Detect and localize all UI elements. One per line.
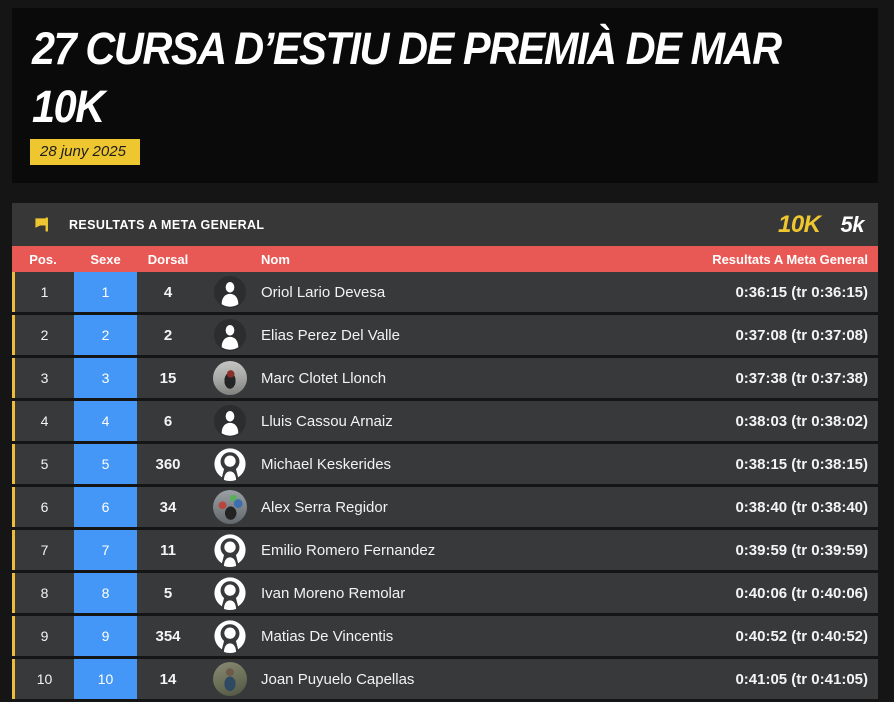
finish-time-cell: 0:39:59 (tr 0:39:59)	[735, 541, 868, 559]
sex-rank-cell: 3	[74, 358, 137, 398]
avatar	[199, 361, 261, 395]
event-date-badge: 28 juny 2025	[30, 139, 140, 165]
bib-number-cell: 34	[159, 498, 177, 516]
position-cell: 6	[40, 499, 49, 515]
section-title: RESULTATS A META GENERAL	[69, 217, 265, 232]
position-cell: 2	[40, 327, 49, 343]
col-header-result: Resultats A Meta General	[712, 251, 868, 267]
tab-5k[interactable]: 5k	[840, 211, 865, 237]
avatar	[199, 318, 261, 352]
table-row[interactable]: 8 8 5 Ivan Moreno Remolar 0:40:06 (tr 0:…	[12, 573, 878, 613]
page-title: 27 CURSA D’ESTIU DE PREMIÀ DE MAR 10K	[32, 20, 810, 136]
sex-rank-cell: 1	[74, 272, 137, 312]
person-silhouette-icon	[214, 620, 246, 653]
avatar	[199, 662, 261, 696]
avatar	[199, 490, 261, 524]
col-header-sex: Sexe	[90, 251, 121, 267]
finish-time-cell: 0:38:03 (tr 0:38:02)	[735, 412, 868, 430]
sex-rank-cell: 6	[74, 487, 137, 527]
col-header-name: Nom	[261, 251, 290, 267]
col-header-position: Pos.	[29, 251, 57, 267]
person-silhouette-icon	[214, 577, 246, 610]
avatar	[199, 576, 261, 610]
runner-name: Oriol Lario Devesa	[261, 283, 386, 301]
table-row[interactable]: 3 3 15 Marc Clotet Llonch 0:37:38 (tr 0:…	[12, 358, 878, 398]
bib-number-cell: 2	[163, 326, 173, 344]
runner-name: Lluis Cassou Arnaiz	[261, 412, 393, 430]
position-cell: 8	[40, 585, 49, 601]
page-title-line1: 27 CURSA D’ESTIU DE PREMIÀ DE MAR	[32, 23, 782, 74]
person-silhouette-icon	[214, 448, 246, 481]
tab-10k[interactable]: 10K	[777, 210, 821, 238]
runner-photo	[213, 361, 247, 395]
finish-time-cell: 0:37:38 (tr 0:37:38)	[735, 369, 868, 387]
avatar	[199, 533, 261, 567]
finish-time-cell: 0:38:15 (tr 0:38:15)	[735, 455, 868, 473]
results-section-bar: RESULTATS A META GENERAL 10K 5k	[12, 203, 878, 246]
finish-time-cell: 0:36:15 (tr 0:36:15)	[735, 283, 868, 301]
position-cell: 10	[36, 671, 53, 687]
runner-name: Joan Puyuelo Capellas	[261, 670, 415, 688]
table-row[interactable]: 4 4 6 Lluis Cassou Arnaiz 0:38:03 (tr 0:…	[12, 401, 878, 441]
avatar	[199, 619, 261, 653]
results-table-body: 1 1 4 Oriol Lario Devesa 0:36:15 (tr 0:3…	[12, 272, 878, 699]
avatar	[199, 275, 261, 309]
runner-photo	[213, 490, 247, 524]
runner-name: Ivan Moreno Remolar	[261, 584, 406, 602]
runner-name: Marc Clotet Llonch	[261, 369, 387, 387]
runner-name: Michael Keskerides	[261, 455, 392, 473]
runner-name: Alex Serra Regidor	[261, 498, 388, 516]
bib-number-cell: 354	[155, 627, 181, 645]
page-title-line2: 10K	[32, 81, 105, 132]
finish-time-cell: 0:38:40 (tr 0:38:40)	[735, 498, 868, 516]
bib-number-cell: 5	[163, 584, 173, 602]
table-row[interactable]: 5 5 360 Michael Keskerides 0:38:15 (tr 0…	[12, 444, 878, 484]
bib-number-cell: 11	[160, 541, 176, 559]
finish-time-cell: 0:37:08 (tr 0:37:08)	[735, 326, 868, 344]
position-cell: 5	[40, 456, 49, 472]
bib-number-cell: 4	[163, 283, 173, 301]
sex-rank-cell: 7	[74, 530, 137, 570]
event-header: 27 CURSA D’ESTIU DE PREMIÀ DE MAR 10K 28…	[12, 8, 878, 183]
position-cell: 9	[40, 628, 49, 644]
runner-name: Emilio Romero Fernandez	[261, 541, 436, 559]
position-cell: 1	[40, 284, 49, 300]
results-panel: RESULTATS A META GENERAL 10K 5k Pos. Sex…	[12, 203, 878, 702]
table-row[interactable]: 2 2 2 Elias Perez Del Valle 0:37:08 (tr …	[12, 315, 878, 355]
table-row[interactable]: 7 7 11 Emilio Romero Fernandez 0:39:59 (…	[12, 530, 878, 570]
bib-number-cell: 14	[159, 670, 177, 688]
sex-rank-cell: 8	[74, 573, 137, 613]
position-cell: 3	[40, 370, 49, 386]
table-row[interactable]: 6 6 34 Alex Serra Regidor 0:38:40 (tr 0:…	[12, 487, 878, 527]
sex-rank-cell: 9	[74, 616, 137, 656]
bib-number-cell: 360	[155, 455, 181, 473]
finish-time-cell: 0:40:06 (tr 0:40:06)	[735, 584, 868, 602]
avatar	[199, 447, 261, 481]
bib-number-cell: 6	[163, 412, 173, 430]
position-cell: 7	[40, 542, 49, 558]
person-silhouette-icon	[213, 318, 247, 352]
table-row[interactable]: 9 9 354 Matias De Vincentis 0:40:52 (tr …	[12, 616, 878, 656]
runner-name: Matias De Vincentis	[261, 627, 394, 645]
col-header-bib: Dorsal	[147, 251, 189, 267]
sex-rank-cell: 10	[74, 659, 137, 699]
flag-icon	[35, 217, 48, 232]
position-cell: 4	[40, 413, 49, 429]
table-row[interactable]: 10 10 14 Joan Puyuelo Capellas 0:41:05 (…	[12, 659, 878, 699]
table-row[interactable]: 1 1 4 Oriol Lario Devesa 0:36:15 (tr 0:3…	[12, 272, 878, 312]
sex-rank-cell: 5	[74, 444, 137, 484]
sex-rank-cell: 4	[74, 401, 137, 441]
finish-time-cell: 0:40:52 (tr 0:40:52)	[735, 627, 868, 645]
finish-time-cell: 0:41:05 (tr 0:41:05)	[735, 670, 868, 688]
runner-photo	[213, 662, 247, 696]
person-silhouette-icon	[214, 534, 246, 567]
sex-rank-cell: 2	[74, 315, 137, 355]
person-silhouette-icon	[213, 275, 247, 309]
table-header-row: Pos. Sexe Dorsal Nom Resultats A Meta Ge…	[12, 246, 878, 272]
avatar	[199, 404, 261, 438]
bib-number-cell: 15	[159, 369, 177, 387]
person-silhouette-icon	[213, 404, 247, 438]
runner-name: Elias Perez Del Valle	[261, 326, 400, 344]
